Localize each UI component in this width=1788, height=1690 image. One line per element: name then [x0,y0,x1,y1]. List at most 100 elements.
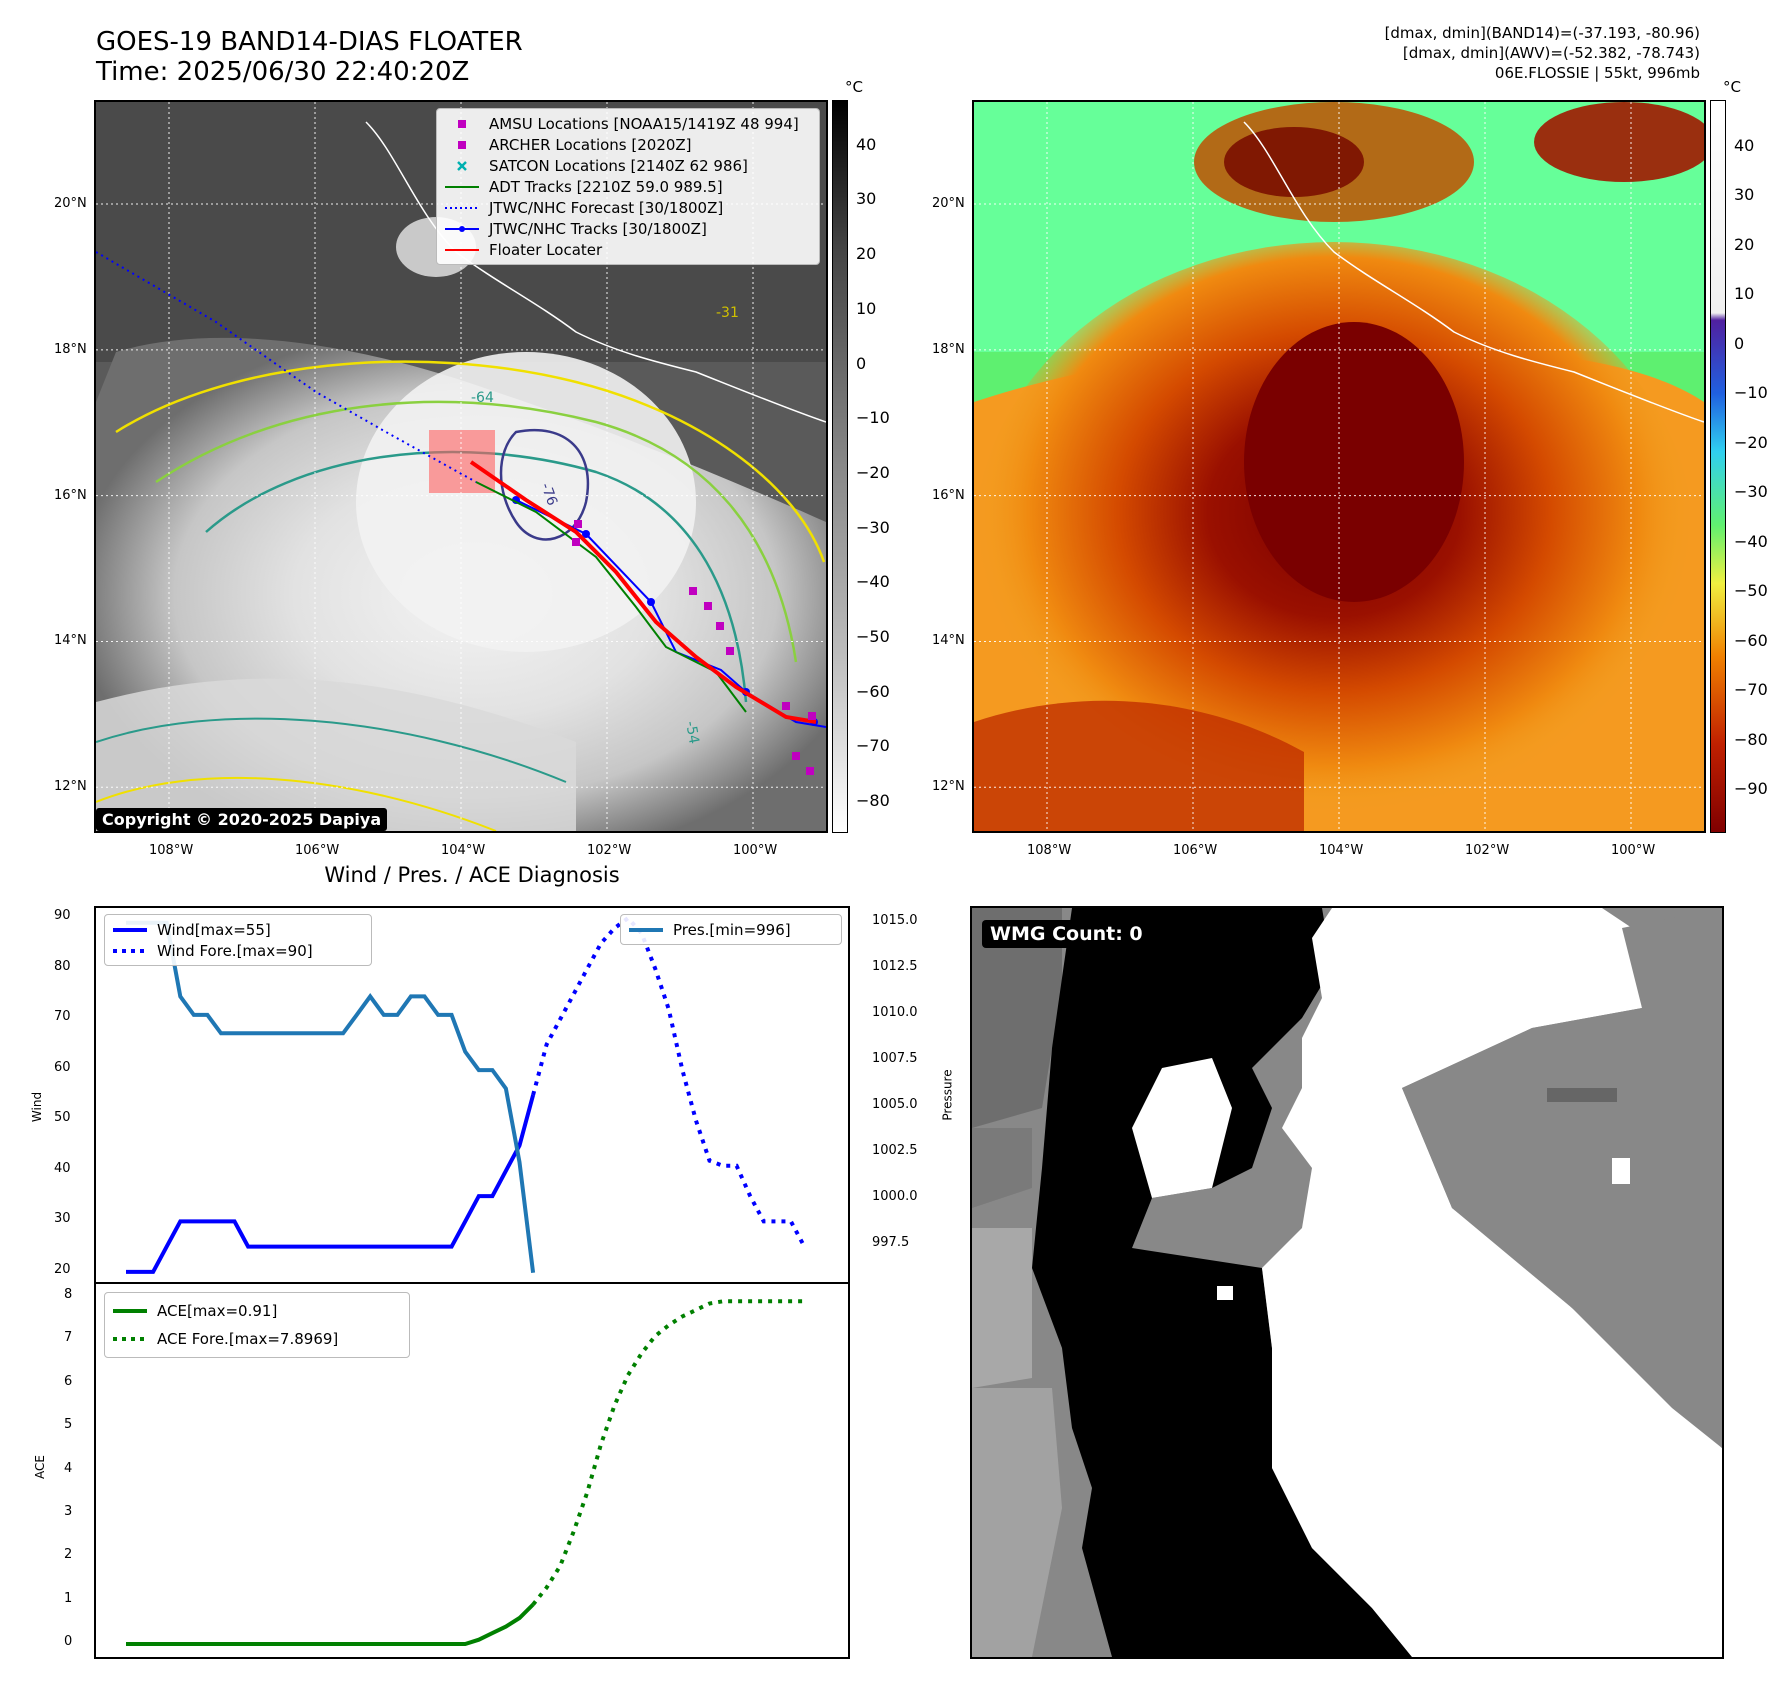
wind-tick-label: 80 [54,958,71,974]
lon-tick-label: 108°W [1027,843,1072,858]
colorbar-tick-label: 30 [1734,185,1755,205]
pressure-tick-label: 1012.5 [872,958,918,974]
colorbar-tick-label: −70 [1734,680,1768,700]
pressure-tick-label: 1002.5 [872,1143,918,1159]
wind-pressure-plot [126,915,807,1274]
legend-pressure: Pres.[min=996] [673,920,791,939]
colorbar-tick-label: −30 [1734,482,1768,502]
legend-symbol-icon [445,244,479,256]
legend-wind-forecast: Wind Fore.[max=90] [157,941,313,960]
legend-symbol-icon [445,139,479,151]
legend-ace: ACE[max=0.91] [157,1302,278,1320]
pressure-tick-label: 997.5 [872,1235,910,1251]
wind-pressure-chart: Wind[max=55] Wind Fore.[max=90] Pres.[mi… [94,906,850,1284]
legend-symbol-icon [445,160,479,172]
pressure-axis-label: Pressure [940,1069,955,1121]
series-line [126,1603,535,1646]
pressure-legend: Pres.[min=996] [620,914,842,945]
ir-map-legend: AMSU Locations [NOAA15/1419Z 48 994] ARCH… [436,108,820,265]
ace-tick-label: 8 [64,1287,73,1302]
colorbar-tick-label: 10 [1734,284,1755,304]
ace-axis-label: ACE [32,1455,47,1479]
colorbar-tick-label: 40 [856,134,877,154]
copyright-label: Copyright © 2020-2025 Dapiya [96,808,388,831]
colorbar-tick-label: −70 [856,736,890,756]
colorbar-tick-label: −90 [1734,779,1768,799]
legend-label: AMSU Locations [NOAA15/1419Z 48 994] [489,114,799,133]
contour-label: -54 [682,720,702,745]
wind-axis-label: Wind [30,1091,45,1123]
lat-tick-label: 12°N [932,779,965,795]
colorbar-tick-label: −80 [1734,729,1768,749]
ir-legend-item: SATCON Locations [2140Z 62 986] [445,155,811,176]
awv-colorbar [1710,100,1726,833]
contour-label: -76 [537,481,560,508]
awv-colorbar-unit: °C [1723,78,1741,96]
series-line [531,915,807,1248]
chart-time: Time: 2025/06/30 22:40:20Z [96,57,470,87]
wind-legend: Wind[max=55] Wind Fore.[max=90] [104,914,372,966]
ir-legend-item: ADT Tracks [2210Z 59.0 989.5] [445,176,811,197]
pressure-tick-label: 1015.0 [872,912,918,928]
ir-legend-item: ARCHER Locations [2020Z] [445,134,811,155]
wind-tick-label: 40 [54,1160,71,1176]
ir-colorbar [832,100,848,833]
lon-tick-label: 100°W [1611,843,1656,858]
lat-tick-label: 20°N [54,196,87,212]
colorbar-tick-label: −40 [856,572,890,592]
pressure-tick-label: 1000.0 [872,1189,918,1205]
pressure-tick-label: 1007.5 [872,1050,918,1066]
ace-legend: ACE[max=0.91] ACE Fore.[max=7.8969] [104,1292,410,1358]
lon-tick-label: 108°W [149,843,194,858]
legend-symbol-icon [445,181,479,193]
legend-symbol-icon [445,202,479,214]
wind-tick-label: 50 [54,1110,71,1126]
legend-label: ADT Tracks [2210Z 59.0 989.5] [489,177,723,196]
lat-tick-label: 14°N [54,633,87,649]
contour-label: -31 [716,305,739,321]
colorbar-tick-label: −60 [856,681,890,701]
ace-chart: ACE[max=0.91] ACE Fore.[max=7.8969] [94,1282,850,1659]
ace-tick-label: 5 [64,1417,73,1433]
ace-plot [126,1299,805,1646]
awv-map-panel [972,100,1706,833]
pressure-tick-label: 1010.0 [872,1004,918,1020]
awv-map [974,102,1704,831]
colorbar-tick-label: 20 [1734,234,1755,254]
wind-tick-label: 60 [54,1059,71,1075]
lon-tick-label: 102°W [587,843,632,858]
ace-tick-label: 1 [64,1590,73,1606]
ace-tick-label: 7 [64,1330,73,1346]
ace-tick-label: 4 [64,1460,73,1476]
colorbar-tick-label: −80 [856,791,890,811]
colorbar-tick-label: −50 [856,627,890,647]
series-line [126,1094,536,1274]
ir-map-panel: -76 -64 -54 -31 AMSU Locations [NOAA15/1… [94,100,828,833]
ir-colorbar-unit: °C [845,78,863,96]
colorbar-tick-label: 0 [856,353,867,373]
legend-label: ARCHER Locations [2020Z] [489,135,692,154]
lon-tick-label: 104°W [1319,843,1364,858]
colorbar-tick-label: −60 [1734,630,1768,650]
legend-ace-forecast: ACE Fore.[max=7.8969] [157,1330,339,1348]
meta-awv: [dmax, dmin](AWV)=(-52.382, -78.743) [1402,44,1700,62]
colorbar-tick-label: −10 [856,408,890,428]
colorbar-tick-label: −40 [1734,531,1768,551]
colorbar-tick-label: 20 [856,244,877,264]
wind-tick-label: 20 [54,1261,71,1277]
wind-tick-label: 70 [54,1009,71,1025]
legend-label: Floater Locater [489,240,603,259]
series-line [531,1299,805,1606]
ir-legend-item: JTWC/NHC Tracks [30/1800Z] [445,218,811,239]
ace-tick-label: 0 [64,1633,73,1649]
ace-tick-label: 3 [64,1503,73,1519]
colorbar-tick-label: −10 [1734,383,1768,403]
legend-label: JTWC/NHC Tracks [30/1800Z] [489,219,707,238]
lon-tick-label: 102°W [1465,843,1510,858]
colorbar-tick-label: −50 [1734,581,1768,601]
legend-symbol-icon [445,118,479,130]
legend-symbol-icon [445,223,479,235]
lat-tick-label: 16°N [54,487,87,503]
lat-tick-label: 18°N [932,341,965,357]
lat-tick-label: 12°N [54,779,87,795]
